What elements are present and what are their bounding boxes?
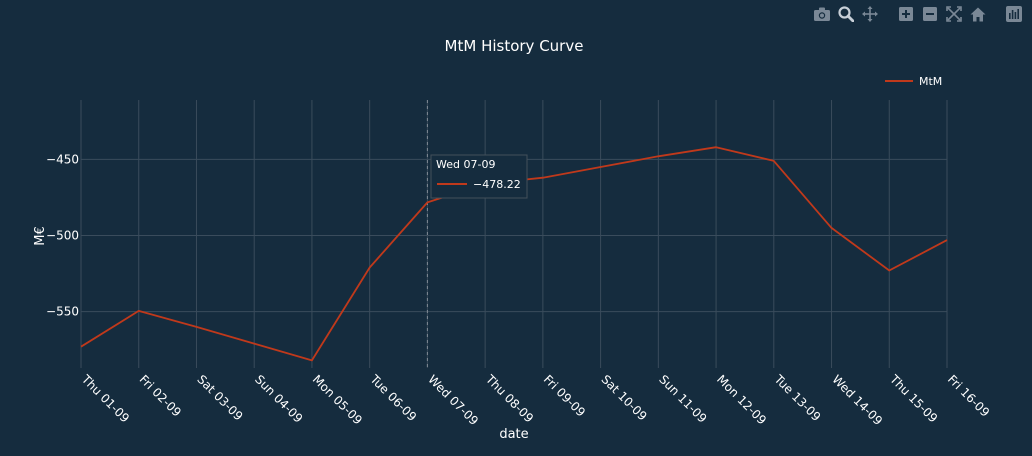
x-tick-label: Thu 08-09: [482, 372, 536, 426]
x-tick-label: Thu 01-09: [78, 372, 132, 426]
data-point[interactable]: [598, 165, 603, 170]
x-tick-label: Sat 03-09: [194, 372, 245, 423]
data-point[interactable]: [945, 238, 950, 243]
data-point[interactable]: [714, 145, 719, 150]
data-point[interactable]: [79, 344, 84, 349]
x-tick-label: Fri 16-09: [945, 372, 992, 419]
chart-title: MtM History Curve: [445, 37, 584, 55]
data-point[interactable]: [829, 225, 834, 230]
zoom-out-icon[interactable]: [920, 4, 940, 24]
data-point[interactable]: [540, 175, 545, 180]
zoom-in-icon[interactable]: [896, 4, 916, 24]
reset-axes-icon[interactable]: [968, 4, 988, 24]
x-tick-label: Thu 15-09: [886, 372, 940, 426]
grid: [80, 100, 948, 368]
tooltip-box: [430, 154, 528, 199]
x-axis-ticks: Thu 01-09 Fri 02-09 Sat 03-09 Sun 04-09 Mon …: [78, 372, 992, 428]
tooltip-value: −478.22: [473, 178, 521, 191]
x-tick-label: Tue 13-09: [771, 372, 823, 424]
x-tick-label: Sat 10-09: [598, 372, 649, 423]
tooltip-title: Wed 07-09: [436, 158, 495, 171]
y-tick-label: −550: [46, 305, 79, 319]
x-tick-label: Fri 09-09: [541, 372, 588, 419]
data-point[interactable]: [194, 324, 199, 329]
camera-icon[interactable]: [812, 4, 832, 24]
zoom-icon[interactable]: [836, 4, 856, 24]
plotly-logo-icon[interactable]: [1004, 4, 1024, 24]
modebar: [812, 4, 1024, 24]
x-tick-label: Wed 14-09: [829, 372, 885, 428]
x-tick-label: Sun 04-09: [252, 372, 305, 425]
x-tick-label: Mon 05-09: [310, 372, 365, 427]
data-point[interactable]: [367, 265, 372, 270]
data-point[interactable]: [771, 158, 776, 163]
data-point[interactable]: [425, 200, 430, 205]
pan-icon[interactable]: [860, 4, 880, 24]
data-point[interactable]: [252, 341, 257, 346]
x-tick-label: Tue 06-09: [367, 372, 419, 424]
data-point[interactable]: [887, 268, 892, 273]
y-axis-ticks: −550 −500 −450: [46, 152, 79, 318]
data-point[interactable]: [136, 308, 141, 313]
x-tick-label: Mon 12-09: [714, 372, 769, 427]
hover-tooltip: Wed 07-09 −478.22: [430, 154, 528, 199]
x-tick-label: Fri 02-09: [137, 372, 184, 419]
data-point[interactable]: [656, 154, 661, 159]
legend[interactable]: MtM: [885, 75, 942, 88]
y-tick-label: −450: [46, 152, 79, 166]
x-tick-label: Wed 07-09: [425, 372, 481, 428]
data-point[interactable]: [309, 358, 314, 363]
x-axis-title: date: [499, 427, 528, 442]
y-axis-title: M€: [33, 226, 48, 246]
autoscale-icon[interactable]: [944, 4, 964, 24]
y-tick-label: −500: [46, 229, 79, 243]
x-tick-label: Sun 11-09: [656, 372, 709, 425]
legend-label-mtm: MtM: [919, 75, 942, 88]
